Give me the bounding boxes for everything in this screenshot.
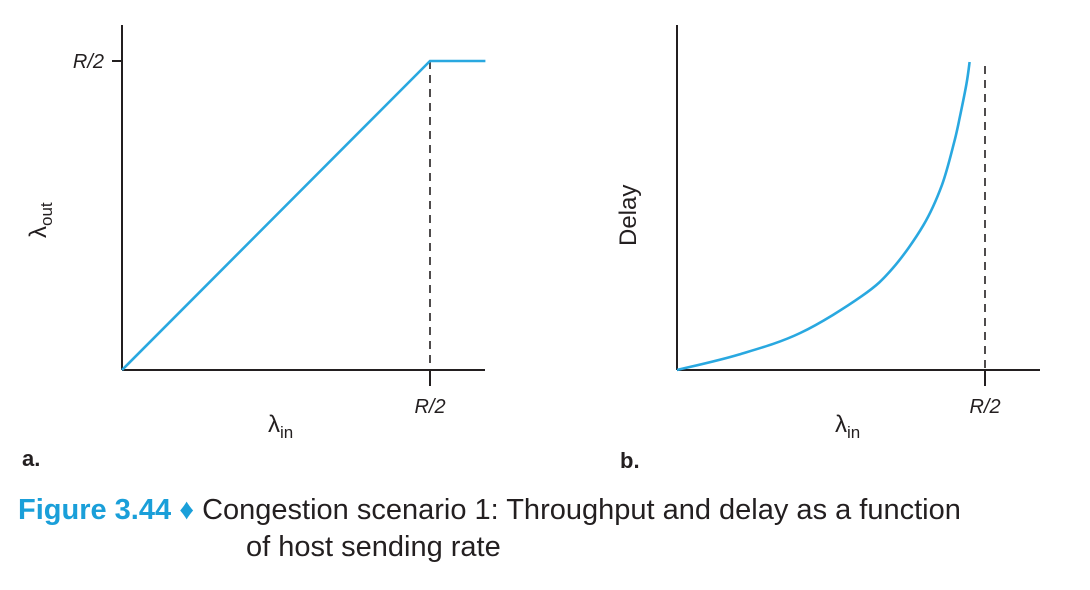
chart-a-series-line <box>121 59 486 371</box>
chart-a: R/2 R/2 λin λout a. <box>22 25 486 471</box>
chart-b: R/2 λin Delay b. <box>615 25 1040 473</box>
figure-canvas: R/2 R/2 λin λout a. R/2 λin Delay b. <box>22 25 1040 473</box>
chart-a-y-tick-label: R/2 <box>73 51 104 73</box>
figure-caption: Figure 3.44 ♦ Congestion scenario 1: Thr… <box>18 492 1078 566</box>
chart-b-x-tick-label: R/2 <box>969 396 1000 418</box>
diamond-separator-icon: ♦ <box>179 494 194 526</box>
chart-b-y-label: Delay <box>615 185 642 246</box>
caption-text-line2: of host sending rate <box>246 531 501 563</box>
chart-b-panel-label: b. <box>620 448 640 473</box>
caption-text-line1: Congestion scenario 1: Throughput and de… <box>202 494 961 526</box>
chart-b-series-line <box>676 61 971 372</box>
chart-a-panel-label: a. <box>22 446 40 471</box>
chart-b-x-label: λin <box>835 411 860 442</box>
chart-a-x-tick-label: R/2 <box>414 396 445 418</box>
figure-number: Figure 3.44 <box>18 494 172 526</box>
chart-a-x-label: λin <box>268 411 293 442</box>
chart-a-y-label: λout <box>25 202 56 238</box>
